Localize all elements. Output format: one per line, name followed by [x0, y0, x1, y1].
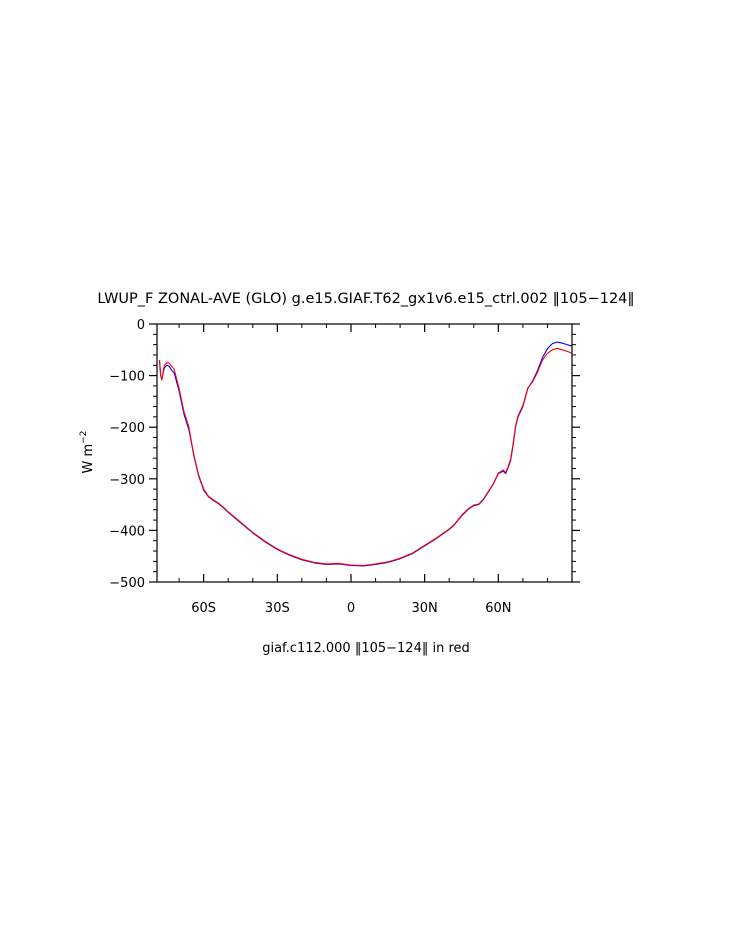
y-tick-label: −500 — [109, 576, 145, 591]
y-tick-label: −300 — [109, 473, 145, 488]
series-group — [158, 341, 573, 567]
y-tick-label: −100 — [109, 370, 145, 385]
y-tick-label: 0 — [137, 318, 145, 333]
x-tick-label: 0 — [347, 601, 355, 616]
x-tick-label: 60N — [485, 601, 511, 616]
x-tick-label: 30S — [265, 601, 290, 616]
y-tick-label: −400 — [109, 524, 145, 539]
x-tick-label: 60S — [191, 601, 216, 616]
footer-label: giaf.c112.000 ‖105−124‖ in red — [262, 641, 470, 656]
y-axis-label-main: W m — [81, 444, 96, 474]
chart-title: LWUP_F ZONAL-AVE (GLO) g.e15.GIAF.T62_gx… — [97, 291, 634, 307]
series-line-1 — [158, 347, 573, 567]
axis-ticks: 60S 30S 0 30N 60N 0 −100 −200 −300 −400 −500 — [109, 318, 580, 616]
svg-text:W m−2: W m−2 — [79, 431, 96, 474]
plot-frame — [156, 323, 573, 583]
x-tick-label: 30N — [412, 601, 438, 616]
series-line-0 — [158, 341, 573, 567]
y-tick-label: −200 — [109, 421, 145, 436]
y-axis-label-exponent: −2 — [79, 431, 89, 444]
y-axis-label: W m−2 — [79, 431, 96, 474]
